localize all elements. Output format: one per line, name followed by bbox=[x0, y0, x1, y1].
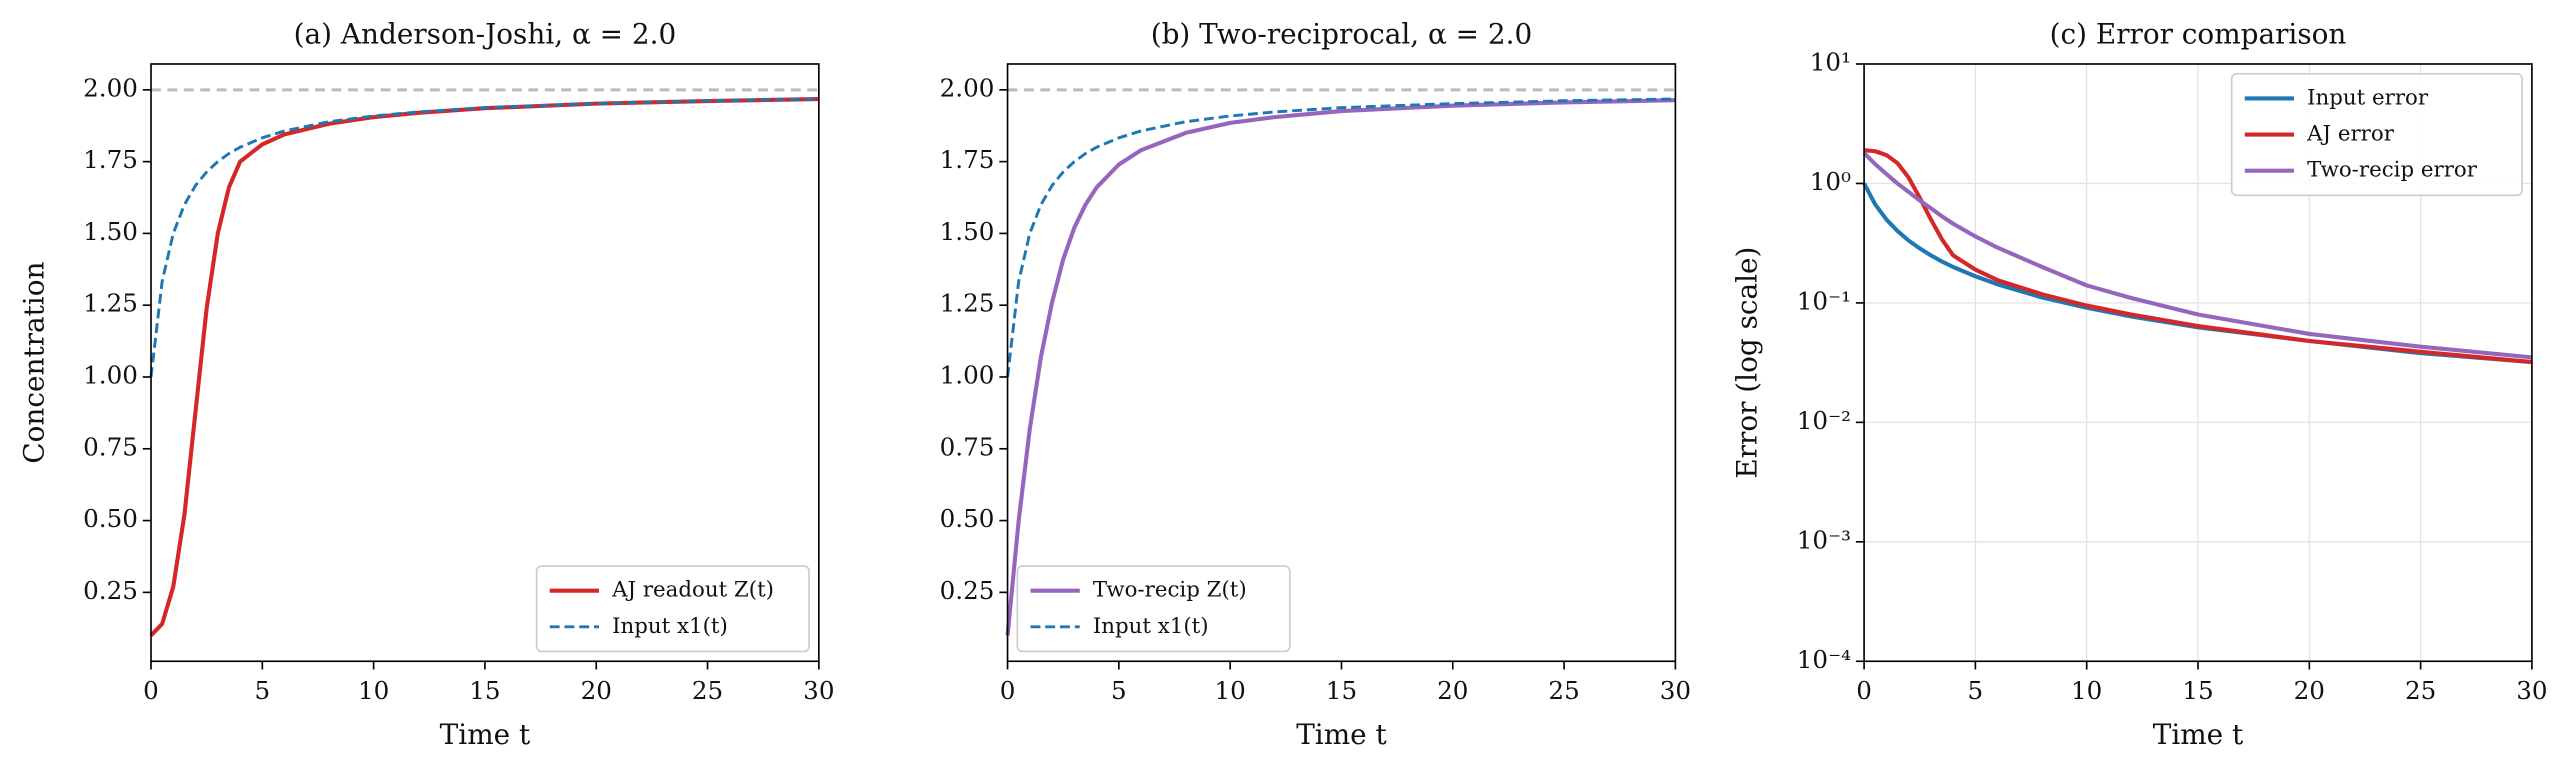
x-tick-label: 15 bbox=[2182, 676, 2213, 705]
x-tick-label: 25 bbox=[1548, 676, 1579, 705]
x-axis-label: Time t bbox=[1296, 718, 1387, 751]
legend-label: Two-recip Z(t) bbox=[1093, 578, 1247, 603]
legend-box bbox=[1016, 565, 1291, 653]
y-tick-label: 0.50 bbox=[83, 504, 138, 533]
x-tick-label: 5 bbox=[254, 676, 270, 705]
series-line bbox=[1862, 151, 2533, 360]
y-tick-label: 1.75 bbox=[940, 145, 995, 174]
series-line bbox=[1005, 98, 1676, 636]
y-axis-label: Error (log scale) bbox=[1731, 247, 1764, 479]
y-tick-label: 0.50 bbox=[940, 504, 995, 533]
chart-title: (c) Error comparison bbox=[2050, 18, 2347, 51]
y-tick-label: 10⁻² bbox=[1797, 406, 1851, 435]
x-tick-label: 10 bbox=[358, 676, 389, 705]
legend-label: Two-recip error bbox=[2307, 158, 2478, 183]
panel: 0 5 10 15 20 25 30 0.25 0.50 0.75 1.00 1.25 1.50 1.75… bbox=[18, 18, 835, 752]
x-tick-label: 0 bbox=[1856, 676, 1872, 705]
x-tick-label: 20 bbox=[2294, 676, 2325, 705]
y-tick-label: 10¹ bbox=[1810, 47, 1851, 76]
legend-label: Input x1(t) bbox=[1093, 614, 1209, 639]
y-tick-label: 0.75 bbox=[940, 432, 995, 461]
x-tick-label: 15 bbox=[469, 676, 500, 705]
panel: 0 5 10 15 20 25 30 10⁻⁴ 10⁻³ 10⁻² 10⁻¹ 10⁰ 10¹ (c) Er… bbox=[1731, 18, 2548, 752]
y-tick-label: 10⁻¹ bbox=[1797, 286, 1851, 315]
chart-title: (b) Two-reciprocal, α = 2.0 bbox=[1151, 18, 1533, 51]
chart-title: (a) Anderson-Joshi, α = 2.0 bbox=[294, 18, 677, 51]
x-tick-label: 25 bbox=[2405, 676, 2436, 705]
legend-box bbox=[2230, 73, 2523, 197]
y-tick-label: 0.25 bbox=[940, 576, 995, 605]
y-tick-label: 2.00 bbox=[940, 73, 995, 102]
legend: Input error AJ error Two-recip error bbox=[2230, 73, 2523, 197]
legend-label: AJ error bbox=[2306, 122, 2395, 147]
x-tick-label: 5 bbox=[1111, 676, 1127, 705]
x-tick-label: 20 bbox=[1437, 676, 1468, 705]
x-tick-label: 5 bbox=[1968, 676, 1984, 705]
x-tick-label: 20 bbox=[581, 676, 612, 705]
y-tick-label: 1.25 bbox=[83, 289, 138, 318]
y-tick-label: 0.75 bbox=[83, 432, 138, 461]
x-tick-label: 0 bbox=[143, 676, 159, 705]
x-tick-label: 10 bbox=[1214, 676, 1245, 705]
y-tick-label: 1.00 bbox=[940, 360, 995, 389]
legend-label: Input x1(t) bbox=[612, 614, 728, 639]
x-tick-label: 30 bbox=[803, 676, 834, 705]
legend-label: AJ readout Z(t) bbox=[611, 578, 774, 603]
legend: Two-recip Z(t) Input x1(t) bbox=[1016, 565, 1291, 653]
x-tick-label: 0 bbox=[1000, 676, 1016, 705]
x-tick-label: 15 bbox=[1326, 676, 1357, 705]
y-tick-label: 1.25 bbox=[940, 289, 995, 318]
x-tick-label: 25 bbox=[692, 676, 723, 705]
y-tick-label: 1.50 bbox=[940, 217, 995, 246]
x-tick-label: 30 bbox=[2516, 676, 2547, 705]
x-axis-label: Time t bbox=[2153, 718, 2244, 751]
series-line bbox=[149, 97, 819, 378]
y-tick-label: 2.00 bbox=[83, 73, 138, 102]
y-tick-label: 10⁻⁴ bbox=[1797, 645, 1851, 674]
y-tick-label: 10⁰ bbox=[1810, 167, 1851, 196]
y-axis-label: Concentration bbox=[18, 262, 51, 464]
y-tick-label: 1.50 bbox=[83, 217, 138, 246]
legend-label: Input error bbox=[2307, 85, 2429, 110]
series-line bbox=[149, 96, 819, 637]
x-axis-label: Time t bbox=[440, 718, 531, 751]
series-line bbox=[1006, 97, 1676, 378]
x-tick-label: 10 bbox=[2071, 676, 2102, 705]
y-tick-label: 0.25 bbox=[83, 576, 138, 605]
y-tick-label: 10⁻³ bbox=[1797, 525, 1851, 554]
x-tick-label: 30 bbox=[1660, 676, 1691, 705]
legend: AJ readout Z(t) Input x1(t) bbox=[535, 565, 810, 653]
y-tick-label: 1.75 bbox=[83, 145, 138, 174]
legend-box bbox=[535, 565, 810, 653]
panel: 0 5 10 15 20 25 30 0.25 0.50 0.75 1.00 1.25 1.50 1.75… bbox=[940, 18, 1691, 752]
series-line bbox=[1863, 148, 2533, 365]
y-tick-label: 1.00 bbox=[83, 360, 138, 389]
